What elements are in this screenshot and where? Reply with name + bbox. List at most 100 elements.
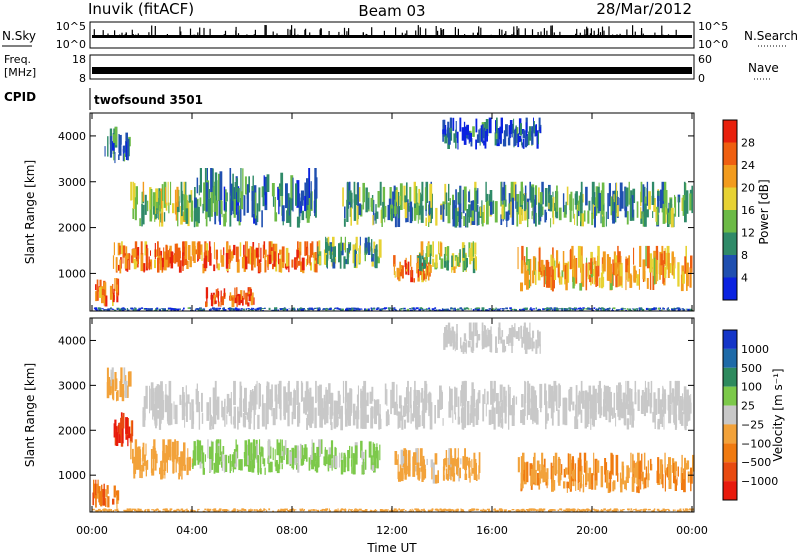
heatmap-cell (434, 405, 436, 424)
heatmap-cell (450, 509, 454, 511)
heatmap-cell (235, 200, 238, 215)
heatmap-cell (150, 449, 153, 473)
nsky-tick-bottom: 10^0 (56, 38, 86, 51)
heatmap-cell (492, 200, 495, 214)
heatmap-cell (240, 191, 243, 210)
heatmap-cell (356, 508, 358, 511)
heatmap-cell (648, 309, 651, 311)
heatmap-cell (676, 509, 680, 512)
heatmap-cell (537, 329, 539, 349)
heatmap-cell (433, 309, 437, 311)
heatmap-cell (477, 307, 480, 310)
heatmap-cell (615, 454, 619, 476)
heatmap-cell (300, 308, 303, 311)
heatmap-cell (445, 509, 449, 511)
heatmap-cell (182, 252, 184, 267)
heatmap-cell (290, 308, 292, 310)
heatmap-cell (388, 308, 390, 310)
heatmap-cell (406, 182, 408, 202)
heatmap-cell (364, 237, 368, 252)
velocity-heatmap (92, 322, 695, 513)
heatmap-cell (275, 397, 278, 408)
heatmap-cell (224, 401, 226, 414)
heatmap-cell (421, 308, 424, 310)
heatmap-cell (440, 258, 444, 269)
heatmap-cell (538, 247, 541, 272)
heatmap-cell (451, 253, 455, 271)
heatmap-cell (550, 275, 553, 291)
heatmap-cell (122, 412, 125, 429)
heatmap-cell (221, 400, 223, 418)
heatmap-cell (122, 251, 124, 264)
heatmap-cell (346, 307, 349, 309)
heatmap-cell (224, 202, 227, 212)
heatmap-cell (163, 212, 166, 222)
heatmap-cell (290, 175, 294, 210)
nsky-tick (265, 25, 267, 37)
heatmap-cell (297, 260, 300, 266)
heatmap-cell (614, 509, 617, 511)
heatmap-cell (443, 458, 446, 471)
heatmap-cell (259, 509, 262, 512)
heatmap-cell (497, 327, 500, 344)
heatmap-cell (546, 475, 549, 486)
heatmap-cell (230, 255, 233, 260)
heatmap-cell (530, 508, 533, 510)
heatmap-cell (511, 197, 515, 225)
heatmap-cell (317, 308, 320, 310)
nsky-tick (319, 29, 321, 37)
heatmap-cell (396, 267, 399, 278)
heatmap-cell (163, 308, 166, 311)
heatmap-cell (578, 309, 581, 311)
heatmap-cell (163, 251, 167, 271)
heatmap-cell (472, 258, 476, 274)
heatmap-cell (356, 410, 360, 420)
heatmap-cell (161, 184, 164, 201)
heatmap-cell (229, 192, 231, 227)
nsky-tick (276, 33, 278, 37)
heatmap-cell (127, 138, 129, 161)
heatmap-cell (579, 308, 582, 310)
heatmap-cell (489, 333, 491, 352)
heatmap-cell (119, 259, 122, 274)
heatmap-cell (210, 292, 213, 300)
heatmap-cell (462, 509, 465, 511)
heatmap-cell (674, 403, 677, 430)
heatmap-cell (272, 447, 274, 461)
heatmap-cell (370, 455, 373, 470)
heatmap-cell (233, 308, 236, 310)
heatmap-cell (396, 509, 399, 511)
cpid-value: twofsound 3501 (94, 93, 203, 107)
heatmap-cell (278, 189, 280, 215)
heatmap-cell (145, 443, 147, 456)
heatmap-cell (130, 441, 132, 460)
heatmap-cell (478, 129, 480, 143)
heatmap-cell (651, 510, 654, 512)
heatmap-cell (548, 186, 550, 203)
heatmap-cell (407, 380, 409, 405)
heatmap-cell (675, 461, 677, 471)
heatmap-cell (590, 258, 593, 275)
heatmap-cell (128, 509, 130, 511)
heatmap-cell (460, 390, 462, 407)
heatmap-cell (657, 190, 660, 201)
nsky-tick (151, 25, 153, 37)
nsky-tick (328, 31, 330, 37)
heatmap-cell (252, 439, 255, 460)
heatmap-cell (451, 307, 453, 310)
heatmap-cell (418, 205, 421, 216)
heatmap-cell (349, 393, 352, 416)
heatmap-cell (558, 383, 561, 409)
heatmap-cell (413, 181, 416, 202)
heatmap-cell (410, 309, 414, 311)
heatmap-cell (416, 263, 418, 274)
heatmap-cell (684, 457, 686, 471)
heatmap-cell (417, 202, 419, 224)
heatmap-cell (246, 241, 248, 258)
heatmap-cell (418, 309, 421, 311)
heatmap-cell (247, 309, 250, 311)
heatmap-cell (236, 509, 238, 511)
heatmap-cell (524, 335, 526, 350)
heatmap-cell (680, 510, 682, 512)
heatmap-cell (415, 413, 417, 428)
